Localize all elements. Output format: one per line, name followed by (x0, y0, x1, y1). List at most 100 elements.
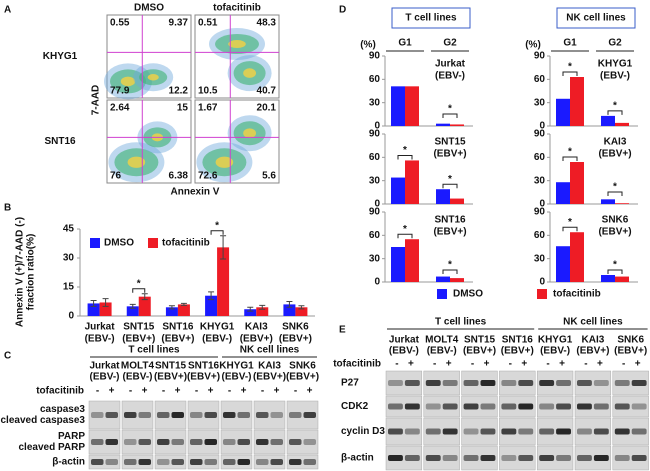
significance-mark: * (137, 278, 141, 289)
blot-band (256, 459, 269, 465)
treatment-label: tofacitinib (36, 386, 84, 397)
y-tick-label: 60 (369, 230, 381, 241)
quadrant-value: 0.55 (110, 18, 130, 29)
significance-mark: * (448, 104, 452, 115)
bar (556, 246, 570, 282)
flow-plot (194, 14, 280, 99)
blot-band (463, 455, 479, 461)
error-bar (298, 305, 305, 310)
bar (615, 203, 629, 204)
error-bar (141, 293, 148, 301)
error-bar (286, 301, 293, 308)
cell-cloud (243, 68, 256, 78)
blot-band (171, 439, 184, 445)
bar (601, 115, 615, 126)
bar (450, 124, 464, 126)
significance-bracket (607, 269, 623, 274)
quadrant-value: 0.51 (198, 18, 218, 29)
y-tick-label: 0 (374, 121, 380, 132)
y-tick-label: 30 (63, 253, 75, 264)
quadrant-value: 76 (110, 171, 122, 182)
quadrant-value: 72.6 (198, 171, 218, 182)
blot-band (204, 412, 217, 418)
significance-mark: * (403, 224, 407, 235)
blot-band (425, 403, 441, 410)
treatment-sign: - (195, 386, 198, 397)
significance-bracket (442, 113, 458, 118)
blot-band (577, 455, 592, 461)
cell-line-label: SNT16 (502, 335, 534, 346)
panel-label: E (339, 325, 346, 336)
bar (205, 295, 218, 316)
legend-swatch (537, 289, 547, 299)
blot-band (124, 459, 137, 465)
protein-label: cyclin D3 (341, 426, 385, 437)
y-tick-label: 0 (539, 277, 545, 288)
legend-swatch (90, 238, 100, 248)
bar (256, 307, 269, 316)
cell-line-label: SNT16 (44, 136, 76, 147)
legend-swatch (437, 289, 447, 299)
blot-band (289, 439, 302, 445)
blot-band (270, 412, 283, 418)
blot-band (556, 428, 571, 435)
blot-band (388, 455, 403, 461)
cell-line-label: (EBV+) (187, 372, 220, 383)
blot-band (91, 459, 104, 465)
bar (165, 307, 178, 316)
treatment-sign: + (484, 359, 490, 370)
cell-line-label: KAI3 (582, 335, 605, 346)
treatment-sign: + (109, 386, 115, 397)
blot-band (631, 380, 647, 386)
treatment-sign: + (521, 359, 527, 370)
blot-band (556, 455, 571, 461)
quadrant-value: 1.67 (198, 103, 218, 114)
blot-band (577, 428, 592, 435)
bar (391, 86, 405, 126)
blot-band (442, 403, 458, 410)
error-bar (247, 306, 254, 312)
group-title: NK cell lines (240, 345, 300, 356)
bar (570, 162, 584, 204)
y-tick-label: 0 (374, 277, 380, 288)
column-header: G1 (563, 38, 577, 49)
group-title: NK cell lines (563, 317, 623, 328)
error-bar (259, 304, 266, 310)
blot-band (501, 455, 517, 461)
blot-band (593, 403, 609, 410)
y-tick-label: 60 (369, 152, 381, 163)
error-bar (90, 300, 97, 307)
blot-band (518, 455, 534, 461)
blot-band (593, 455, 609, 461)
y-tick-label: 90 (534, 129, 546, 140)
blot-band (91, 439, 104, 445)
treatment-sign: - (129, 386, 132, 397)
blot-band (425, 428, 441, 435)
cell-line-label: KHYG1 (43, 51, 78, 62)
bar (450, 198, 464, 204)
cell-line-label: (EBV+) (463, 346, 496, 357)
treatment-sign: + (175, 386, 181, 397)
x-tick-sublabel: (EBV-) (85, 334, 115, 345)
blot-band (171, 412, 184, 418)
cell-line-label: KAI3 (258, 361, 281, 372)
bar (405, 160, 419, 204)
blot-band (425, 455, 441, 461)
treatment-sign: - (433, 359, 436, 370)
blot-band (442, 380, 458, 386)
treatment-sign: + (408, 359, 414, 370)
treatment-sign: + (635, 359, 641, 370)
blot-band (539, 428, 555, 435)
treatment-sign: - (294, 386, 297, 397)
blot-band (204, 439, 217, 445)
blot-band (138, 412, 151, 418)
cell-line-label: SNK6 (617, 335, 644, 346)
cell-cloud (120, 76, 136, 87)
bar (436, 189, 450, 204)
blot-band (157, 412, 170, 418)
blot-band (614, 380, 630, 386)
y-tick-label: 30 (369, 175, 381, 186)
bar (283, 304, 296, 316)
blot-band (556, 403, 571, 410)
